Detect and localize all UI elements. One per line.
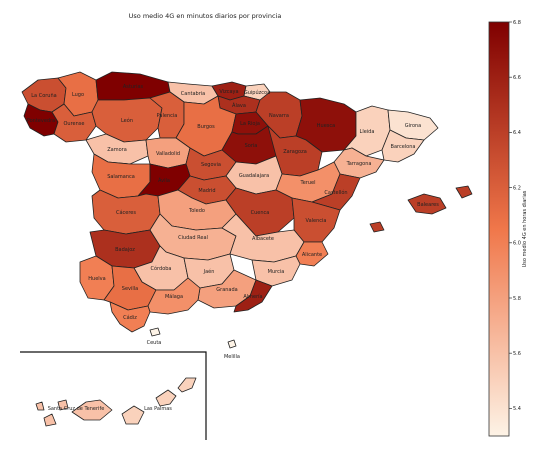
- province-label: Huelva: [88, 276, 105, 282]
- province-label: Cádiz: [123, 314, 137, 321]
- colorbar-label: Uso medio 4G en horas diarias: [522, 190, 528, 267]
- province-lleida[interactable]: [343, 105, 391, 157]
- colorbar-tick-label: 5.4: [513, 406, 521, 412]
- province-ourense[interactable]: [51, 103, 97, 143]
- ceuta-label: Ceuta: [147, 340, 162, 346]
- province-label: León: [121, 117, 133, 124]
- province-label: Vizcaya: [219, 89, 238, 95]
- province-label: Alicante: [302, 252, 322, 258]
- melilla-label: Melilla: [224, 354, 240, 360]
- province-label: Asturias: [123, 84, 144, 90]
- province-label: Badajoz: [115, 247, 135, 253]
- province-label: Lleida: [360, 129, 375, 135]
- province-label: Pontevedra: [27, 118, 55, 124]
- province-label: Granada: [216, 287, 237, 293]
- province-label: Soria: [245, 143, 258, 149]
- province-almeria[interactable]: [233, 279, 273, 313]
- province-barcelona[interactable]: [381, 129, 425, 163]
- province-label: Segovia: [201, 162, 221, 168]
- province-melilla[interactable]: [227, 339, 237, 349]
- province-label: La Rioja: [240, 121, 260, 127]
- provinces-layer: [21, 71, 473, 427]
- province-label: Cantabria: [181, 91, 205, 97]
- colorbar: [488, 21, 510, 437]
- province-label: Teruel: [300, 180, 316, 186]
- province-label: Guipúzcoa: [244, 89, 270, 96]
- province-label: Murcia: [268, 269, 285, 275]
- canary-inset-frame: [20, 351, 207, 440]
- province-las-palmas[interactable]: [121, 377, 197, 425]
- province-label: Ávila: [158, 177, 170, 184]
- province-label: Almería: [243, 293, 262, 300]
- province-label: Córdoba: [151, 265, 172, 272]
- province-label: La Coruña: [31, 93, 56, 99]
- province-label: Girona: [405, 123, 422, 129]
- province-label: Baleares: [417, 202, 439, 208]
- province-cadiz[interactable]: [109, 301, 151, 333]
- province-malaga[interactable]: [147, 277, 201, 315]
- map-title: Uso medio 4G en minutos diarios por prov…: [129, 12, 282, 20]
- province-label: Málaga: [165, 293, 183, 300]
- province-label: Huesca: [317, 123, 335, 129]
- province-label: Albacete: [252, 236, 274, 242]
- colorbar-tick-label: 6.2: [513, 185, 521, 191]
- colorbar-tick-label: 5.8: [513, 296, 521, 302]
- province-label: Cuenca: [251, 210, 270, 216]
- province-label: Zamora: [107, 147, 127, 153]
- province-label: Lugo: [72, 92, 84, 98]
- province-label: Tarragona: [346, 161, 372, 167]
- province-label: Álava: [232, 102, 246, 109]
- province-baleares[interactable]: [369, 185, 473, 233]
- province-label: Ourense: [64, 121, 85, 127]
- province-label: Ciudad Real: [178, 235, 208, 241]
- province-label: Barcelona: [391, 144, 416, 150]
- province-label: Zaragoza: [283, 149, 307, 155]
- colorbar-tick-label: 5.6: [513, 351, 521, 357]
- province-label: Burgos: [197, 124, 215, 130]
- province-label: Madrid: [198, 188, 215, 194]
- province-label: Navarra: [269, 113, 289, 119]
- province-ceuta[interactable]: [149, 327, 161, 337]
- province-label: Cáceres: [116, 209, 136, 216]
- province-label: Toledo: [188, 208, 205, 214]
- province-labels: La Coruña Pontevedra Lugo Ourense Asturias Ca…: [27, 84, 439, 412]
- province-valencia[interactable]: [291, 197, 341, 243]
- province-label: Las Palmas: [144, 406, 172, 412]
- province-label: Guadalajara: [239, 173, 269, 179]
- province-label: Salamanca: [107, 174, 135, 180]
- province-label: Castellón: [324, 189, 347, 196]
- province-label: Jaén: [203, 268, 215, 275]
- colorbar-tick-label: 6.8: [513, 20, 521, 26]
- province-label: Valladolid: [156, 151, 180, 157]
- colorbar-ticks: 6.8 6.6 6.4 6.2 6.0 5.8 5.6 5.4: [509, 20, 521, 412]
- province-label: Sevilla: [122, 286, 138, 292]
- province-santa-cruz-de-tenerife[interactable]: [35, 399, 113, 427]
- province-label: Palencia: [157, 113, 178, 119]
- colorbar-tick-label: 6.0: [513, 241, 521, 247]
- colorbar-tick-label: 6.4: [513, 130, 521, 136]
- colorbar-tick-label: 6.6: [513, 75, 521, 81]
- province-label: Santa Cruz de Tenerife: [48, 406, 105, 412]
- province-label: Valencia: [306, 218, 327, 224]
